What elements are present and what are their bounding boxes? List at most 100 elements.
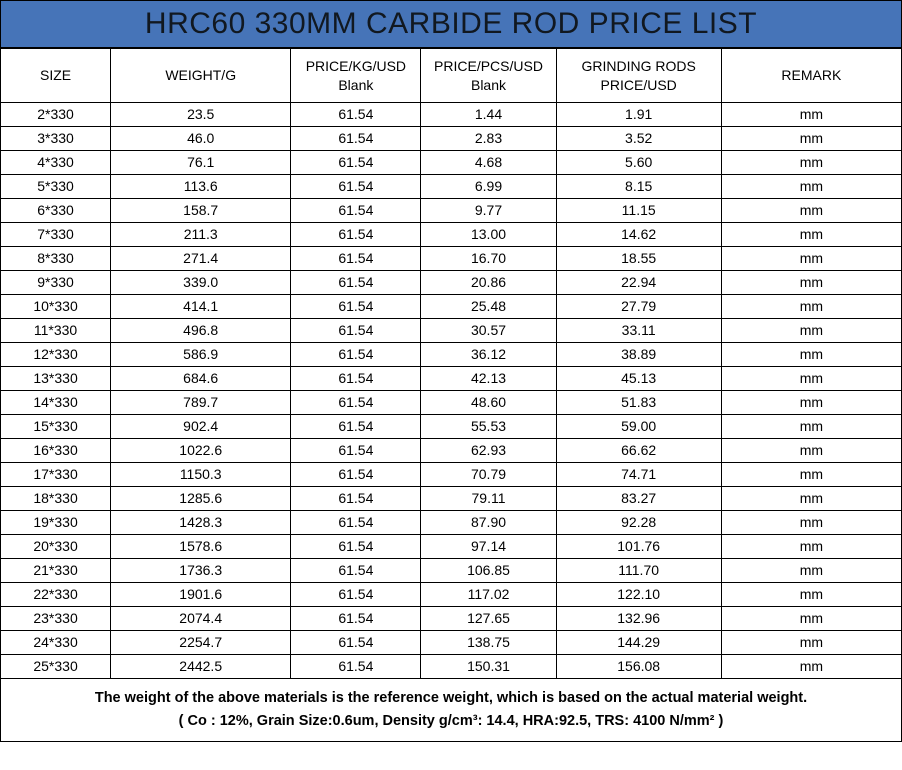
cell-price_kg: 61.54 [291,151,421,175]
cell-grind: 1.91 [556,103,721,127]
cell-price_kg: 61.54 [291,175,421,199]
page-title: HRC60 330MM CARBIDE ROD PRICE LIST [145,7,757,40]
table-row: 16*3301022.661.5462.9366.62mm [1,439,902,463]
cell-price_pcs: 9.77 [421,199,556,223]
cell-weight: 2442.5 [111,655,291,679]
cell-size: 2*330 [1,103,111,127]
cell-price_pcs: 20.86 [421,271,556,295]
cell-price_kg: 61.54 [291,487,421,511]
cell-grind: 132.96 [556,607,721,631]
cell-price_pcs: 117.02 [421,583,556,607]
table-row: 22*3301901.661.54117.02122.10mm [1,583,902,607]
cell-grind: 83.27 [556,487,721,511]
table-row: 6*330158.761.549.7711.15mm [1,199,902,223]
cell-grind: 11.15 [556,199,721,223]
cell-weight: 902.4 [111,415,291,439]
cell-size: 7*330 [1,223,111,247]
cell-price_kg: 61.54 [291,391,421,415]
table-row: 14*330789.761.5448.6051.83mm [1,391,902,415]
cell-size: 9*330 [1,271,111,295]
cell-price_kg: 61.54 [291,535,421,559]
table-head: SIZEWEIGHT/GPRICE/KG/USDBlankPRICE/PCS/U… [1,49,902,103]
cell-size: 22*330 [1,583,111,607]
cell-price_kg: 61.54 [291,223,421,247]
table-row: 4*33076.161.544.685.60mm [1,151,902,175]
table-row: 5*330113.661.546.998.15mm [1,175,902,199]
cell-grind: 27.79 [556,295,721,319]
cell-grind: 66.62 [556,439,721,463]
cell-weight: 1150.3 [111,463,291,487]
table-row: 25*3302442.561.54150.31156.08mm [1,655,902,679]
cell-weight: 1736.3 [111,559,291,583]
cell-grind: 144.29 [556,631,721,655]
cell-weight: 76.1 [111,151,291,175]
cell-weight: 158.7 [111,199,291,223]
col-header-price_kg: PRICE/KG/USDBlank [291,49,421,103]
cell-grind: 45.13 [556,367,721,391]
col-header-l1: PRICE/PCS/USD [434,58,543,74]
cell-price_kg: 61.54 [291,247,421,271]
col-header-l1: GRINDING RODS [581,58,695,74]
col-header-l1: PRICE/KG/USD [306,58,406,74]
cell-price_kg: 61.54 [291,559,421,583]
cell-remark: mm [721,415,901,439]
col-header-price_pcs: PRICE/PCS/USD Blank [421,49,556,103]
cell-price_pcs: 30.57 [421,319,556,343]
cell-price_pcs: 1.44 [421,103,556,127]
footer-line1: The weight of the above materials is the… [95,690,807,706]
cell-size: 5*330 [1,175,111,199]
cell-price_kg: 61.54 [291,631,421,655]
cell-remark: mm [721,295,901,319]
cell-weight: 113.6 [111,175,291,199]
cell-remark: mm [721,103,901,127]
cell-price_pcs: 4.68 [421,151,556,175]
cell-weight: 271.4 [111,247,291,271]
cell-price_kg: 61.54 [291,583,421,607]
cell-grind: 92.28 [556,511,721,535]
cell-size: 13*330 [1,367,111,391]
cell-remark: mm [721,247,901,271]
cell-price_pcs: 36.12 [421,343,556,367]
cell-size: 15*330 [1,415,111,439]
cell-price_pcs: 150.31 [421,655,556,679]
cell-weight: 684.6 [111,367,291,391]
cell-grind: 74.71 [556,463,721,487]
cell-price_kg: 61.54 [291,199,421,223]
table-row: 19*3301428.361.5487.9092.28mm [1,511,902,535]
title-bar: HRC60 330MM CARBIDE ROD PRICE LIST [0,0,902,48]
cell-remark: mm [721,535,901,559]
footer-cell: The weight of the above materials is the… [1,679,902,742]
cell-weight: 1022.6 [111,439,291,463]
cell-weight: 789.7 [111,391,291,415]
col-header-l1: WEIGHT/G [165,67,236,83]
cell-price_pcs: 87.90 [421,511,556,535]
cell-price_kg: 61.54 [291,103,421,127]
cell-price_kg: 61.54 [291,367,421,391]
cell-price_pcs: 127.65 [421,607,556,631]
cell-remark: mm [721,511,901,535]
col-header-grind: GRINDING RODS PRICE/USD [556,49,721,103]
cell-remark: mm [721,151,901,175]
cell-grind: 156.08 [556,655,721,679]
table-row: 3*33046.061.542.833.52mm [1,127,902,151]
cell-size: 12*330 [1,343,111,367]
table-row: 10*330414.161.5425.4827.79mm [1,295,902,319]
price-list-container: HRC60 330MM CARBIDE ROD PRICE LIST SIZEW… [0,0,902,742]
cell-remark: mm [721,319,901,343]
cell-weight: 586.9 [111,343,291,367]
cell-price_pcs: 13.00 [421,223,556,247]
cell-remark: mm [721,463,901,487]
col-header-l2: Blank [471,77,506,93]
cell-grind: 51.83 [556,391,721,415]
col-header-remark: REMARK [721,49,901,103]
table-row: 2*33023.561.541.441.91mm [1,103,902,127]
table-row: 8*330271.461.5416.7018.55mm [1,247,902,271]
cell-grind: 14.62 [556,223,721,247]
footer-row: The weight of the above materials is the… [1,679,902,742]
cell-weight: 2254.7 [111,631,291,655]
cell-size: 20*330 [1,535,111,559]
table-row: 18*3301285.661.5479.1183.27mm [1,487,902,511]
cell-price_kg: 61.54 [291,511,421,535]
cell-remark: mm [721,223,901,247]
col-header-l2: PRICE/USD [601,77,677,93]
